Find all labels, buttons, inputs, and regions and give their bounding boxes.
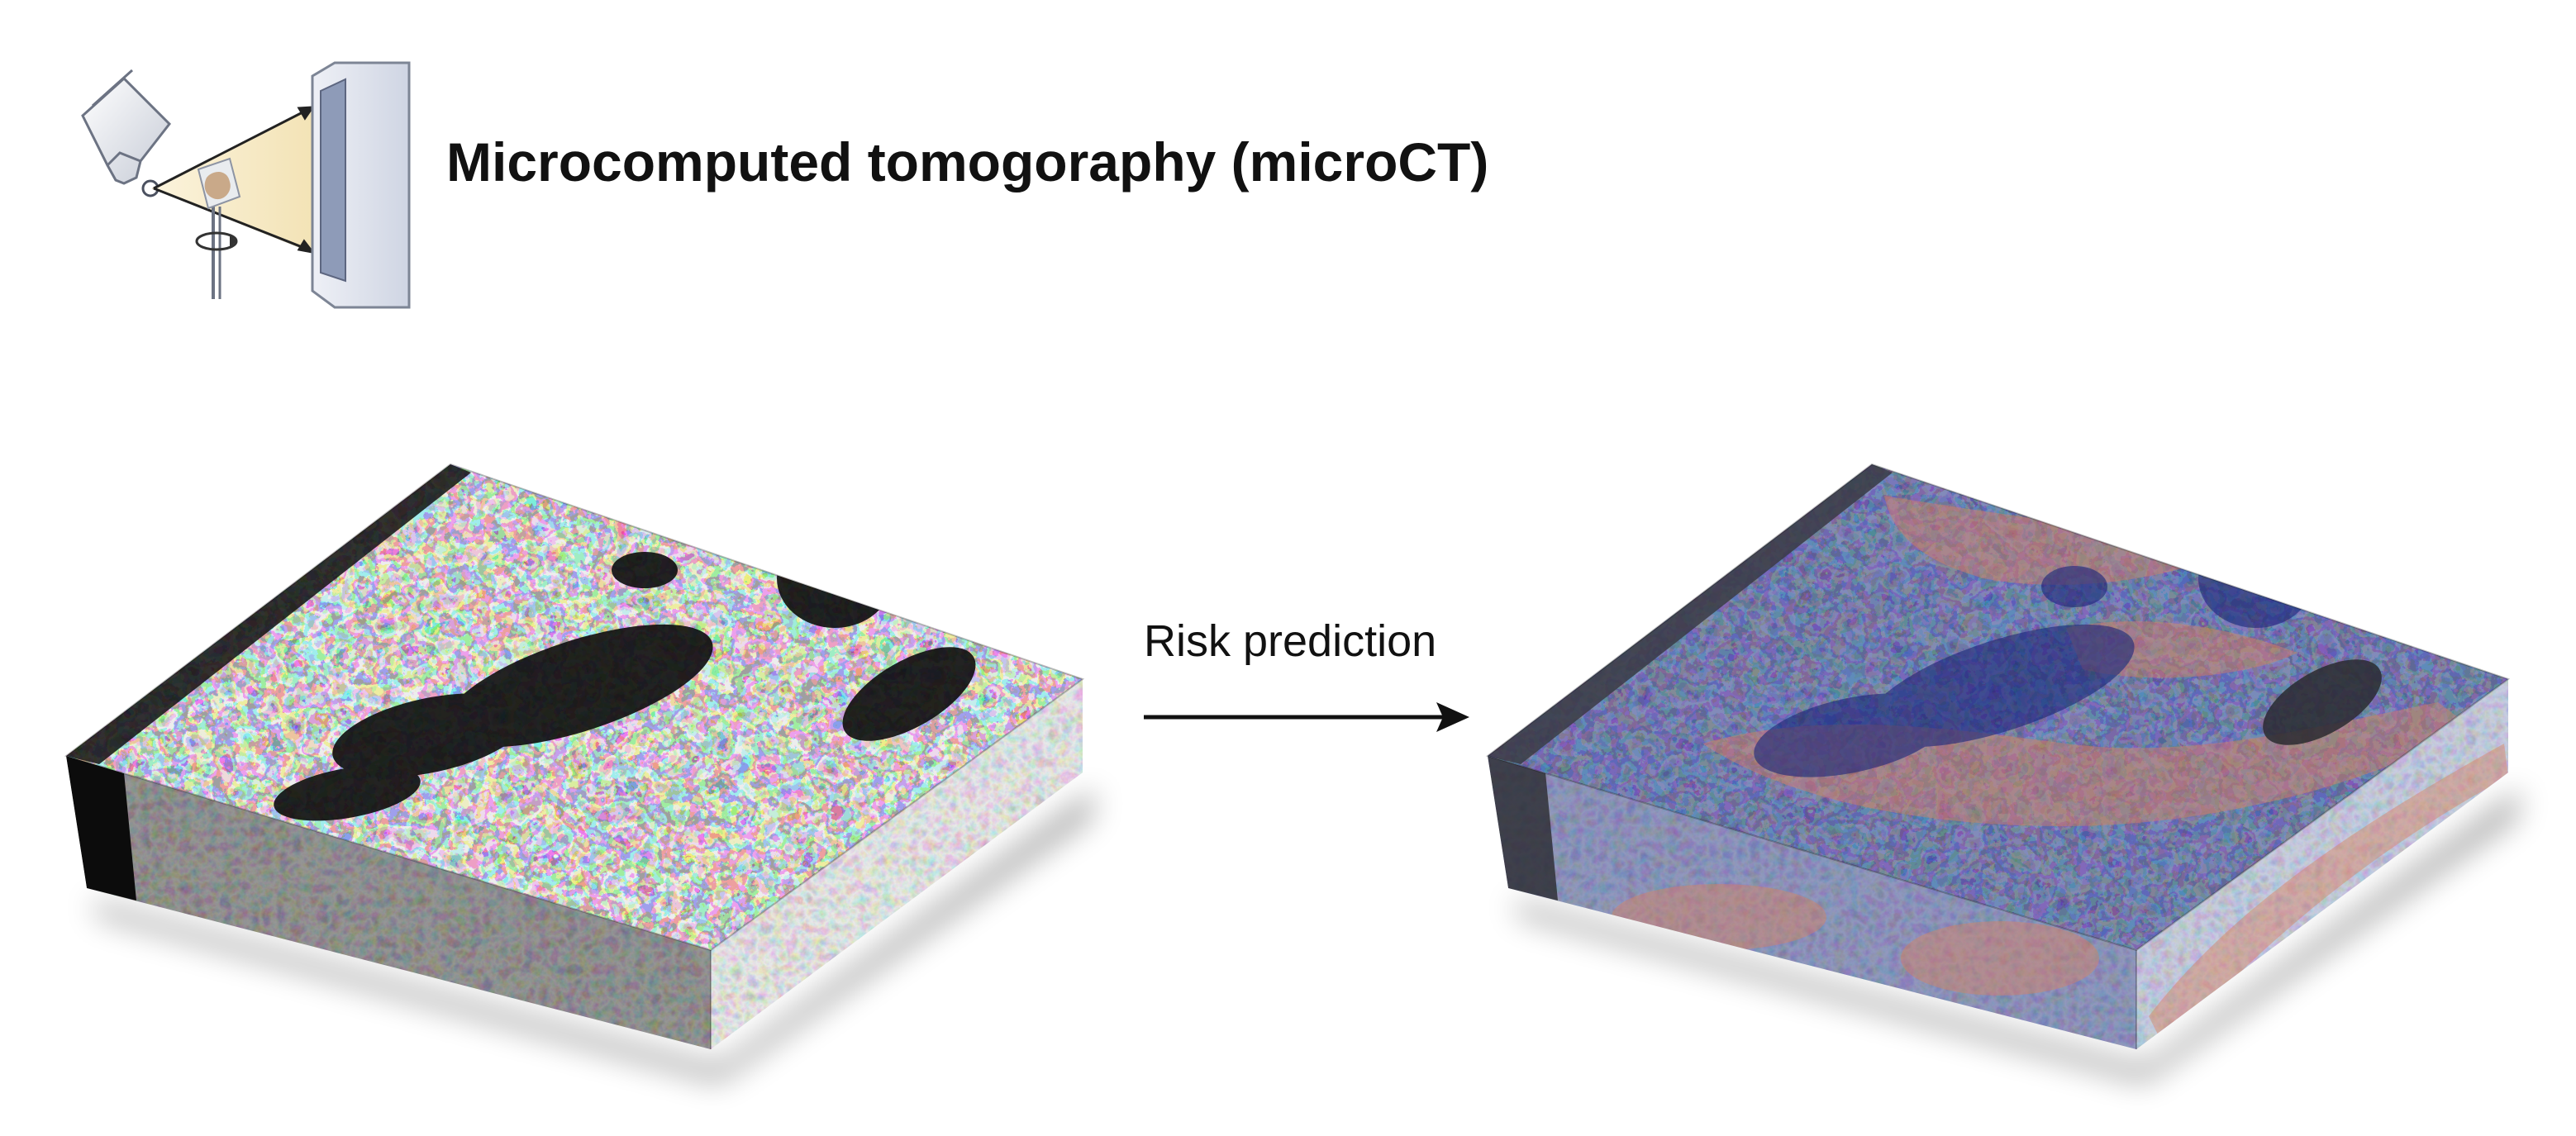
grayscale-tissue-block xyxy=(64,463,1095,1082)
rotation-arrow-icon xyxy=(195,231,238,251)
risk-prediction-arrow xyxy=(1144,702,1469,732)
risk-heatmap-tissue-block xyxy=(1485,463,2521,1082)
detector-panel-icon xyxy=(311,61,411,309)
right-arrow-icon xyxy=(1436,702,1469,732)
sample-holder-icon xyxy=(197,157,241,299)
page-title: Microcomputed tomogoraphy (microCT) xyxy=(446,131,1489,193)
xray-source-icon xyxy=(81,69,171,197)
arrow-label: Risk prediction xyxy=(1144,616,1437,666)
microct-scanner-icon xyxy=(81,61,411,309)
beam-arrows xyxy=(153,106,316,254)
